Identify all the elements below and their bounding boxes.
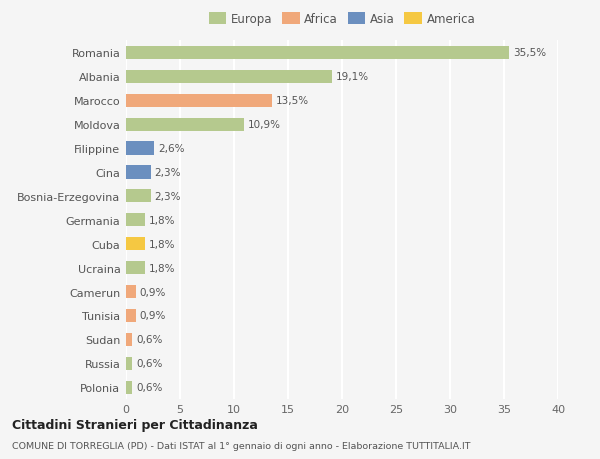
Text: 19,1%: 19,1% xyxy=(336,72,369,82)
Bar xyxy=(126,214,145,227)
Text: 0,9%: 0,9% xyxy=(139,311,166,321)
Text: 0,6%: 0,6% xyxy=(136,358,163,369)
Text: 1,8%: 1,8% xyxy=(149,263,176,273)
Bar xyxy=(126,142,154,155)
Legend: Europa, Africa, Asia, America: Europa, Africa, Asia, America xyxy=(206,11,478,28)
Bar xyxy=(126,190,151,203)
Bar xyxy=(126,309,136,322)
Bar xyxy=(126,95,272,107)
Text: Cittadini Stranieri per Cittadinanza: Cittadini Stranieri per Cittadinanza xyxy=(12,418,258,431)
Bar xyxy=(126,333,133,346)
Bar xyxy=(126,238,145,251)
Bar xyxy=(126,71,332,84)
Text: 1,8%: 1,8% xyxy=(149,215,176,225)
Text: 35,5%: 35,5% xyxy=(513,48,547,58)
Text: 10,9%: 10,9% xyxy=(248,120,281,130)
Text: 1,8%: 1,8% xyxy=(149,239,176,249)
Bar xyxy=(126,262,145,274)
Bar xyxy=(126,166,151,179)
Bar xyxy=(126,381,133,394)
Text: 0,9%: 0,9% xyxy=(139,287,166,297)
Text: 0,6%: 0,6% xyxy=(136,382,163,392)
Text: 2,3%: 2,3% xyxy=(155,168,181,178)
Bar xyxy=(126,47,509,60)
Bar xyxy=(126,357,133,370)
Text: 2,6%: 2,6% xyxy=(158,144,184,154)
Text: 2,3%: 2,3% xyxy=(155,191,181,202)
Bar xyxy=(126,285,136,298)
Bar xyxy=(126,118,244,131)
Text: COMUNE DI TORREGLIA (PD) - Dati ISTAT al 1° gennaio di ogni anno - Elaborazione : COMUNE DI TORREGLIA (PD) - Dati ISTAT al… xyxy=(12,441,470,450)
Text: 13,5%: 13,5% xyxy=(275,96,309,106)
Text: 0,6%: 0,6% xyxy=(136,335,163,345)
